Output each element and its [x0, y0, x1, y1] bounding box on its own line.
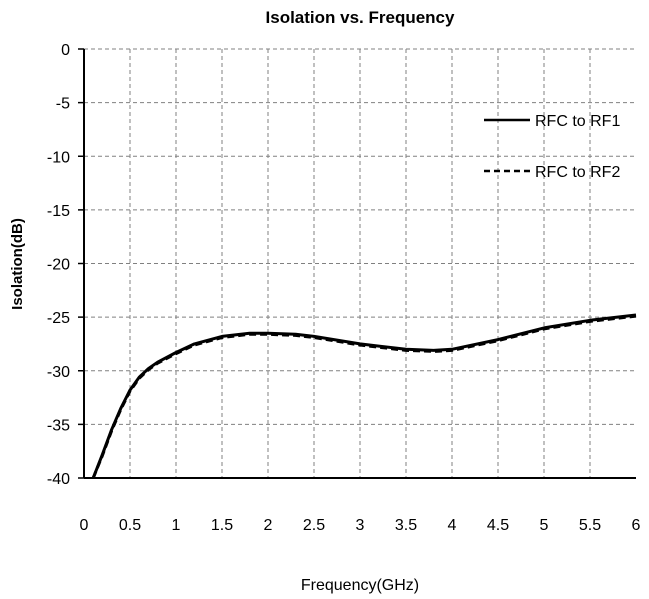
- x-tick-label: 4.5: [487, 517, 509, 534]
- x-tick-label: 1.5: [211, 517, 233, 534]
- y-tick-label: -15: [47, 203, 70, 220]
- x-tick-labels: 0 0.5 1 1.5 2 2.5 3 3.5 4 4.5 5 5.5 6: [80, 517, 641, 534]
- y-tick-label: -20: [47, 257, 70, 274]
- chart-title: Isolation vs. Frequency: [266, 8, 455, 27]
- y-axis-label: Isolation(dB): [9, 218, 26, 310]
- x-tick-label: 4: [448, 517, 457, 534]
- x-axis-label: Frequency(GHz): [301, 577, 419, 594]
- series-group: [91, 313, 637, 479]
- x-tick-label: 5.5: [579, 517, 601, 534]
- x-tick-label: 0.5: [119, 517, 141, 534]
- x-tick-label: 3.5: [395, 517, 417, 534]
- y-tick-label: -35: [47, 417, 70, 434]
- y-tick-label: -10: [47, 149, 70, 166]
- x-tick-label: 2: [264, 517, 273, 534]
- y-tick-label: -25: [47, 310, 70, 327]
- x-tick-label: 0: [80, 517, 89, 534]
- x-tick-label: 2.5: [303, 517, 325, 534]
- y-tick-label: -30: [47, 364, 70, 381]
- y-tick-labels: 0 -5 -10 -15 -20 -25 -30 -35 -40: [47, 42, 70, 488]
- y-tick-label: 0: [61, 42, 70, 59]
- x-tick-label: 1: [172, 517, 181, 534]
- series-line-1: [91, 313, 637, 479]
- y-tick-label: -40: [47, 471, 70, 488]
- axes: [78, 48, 636, 479]
- legend-label-2: RFC to RF2: [535, 164, 620, 181]
- legend: RFC to RF1 RFC to RF2: [484, 113, 620, 181]
- legend-label-1: RFC to RF1: [535, 113, 620, 130]
- x-tick-label: 5: [540, 517, 549, 534]
- series-line-2: [91, 314, 637, 479]
- x-tick-label: 3: [356, 517, 365, 534]
- x-tick-label: 6: [632, 517, 641, 534]
- y-tick-label: -5: [56, 96, 70, 113]
